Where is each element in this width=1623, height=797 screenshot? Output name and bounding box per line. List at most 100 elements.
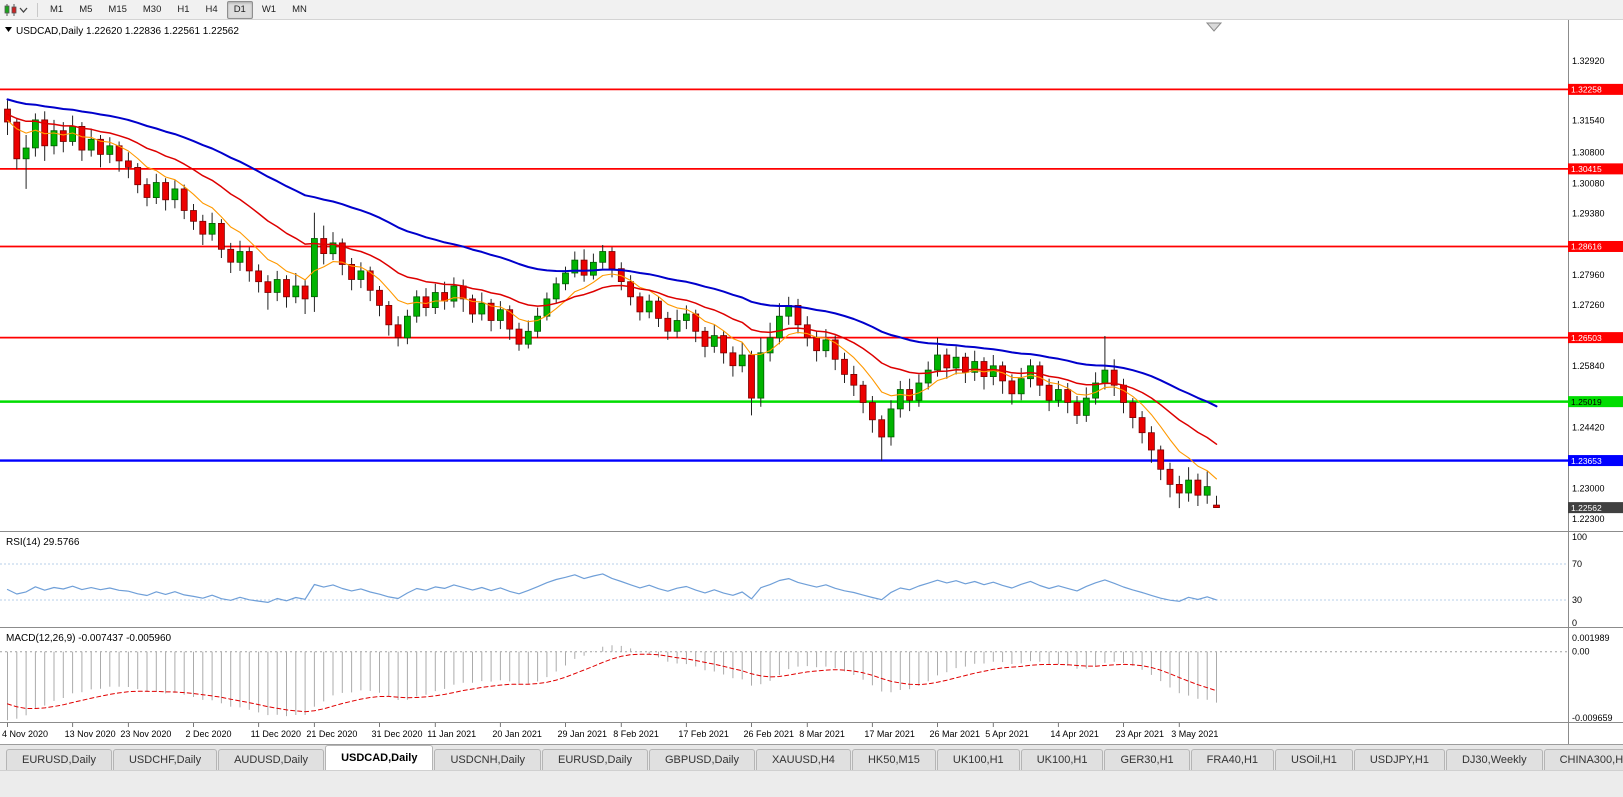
timeframe-button-m30[interactable]: M30 — [142, 3, 162, 15]
chart-tab-usoil-h1[interactable]: USOil,H1 — [1275, 749, 1353, 770]
macd-axis-label: -0.009659 — [1572, 713, 1613, 723]
candle-body — [1082, 397, 1090, 416]
candle-body — [459, 285, 467, 300]
candle-body — [766, 337, 774, 354]
candle-body — [125, 160, 132, 168]
candle-body — [357, 270, 365, 280]
chart-tab-usdchf-daily[interactable]: USDCHF,Daily — [112, 749, 218, 770]
chart-canvas[interactable]: 100 70 30 0 0.001989 0.00 -0.009659 1.32920 1.31… — [0, 20, 1623, 744]
price-axis-label: 1.23000 — [1572, 484, 1605, 494]
date-label: 3 May 2021 — [1171, 729, 1218, 739]
candle-body — [673, 320, 681, 332]
price-tag-box — [1568, 455, 1623, 467]
candle-body — [645, 300, 653, 313]
candle-body — [208, 222, 216, 235]
price-axis-label: 1.30800 — [1572, 147, 1605, 157]
candle-body — [264, 281, 272, 293]
chart-tab-xauusd-h4[interactable]: XAUUSD,H4 — [755, 749, 851, 770]
candle-body — [738, 354, 746, 367]
chart-tab-usdjpy-h1[interactable]: USDJPY,H1 — [1353, 749, 1445, 770]
candle-body — [580, 259, 588, 276]
chart-background[interactable] — [0, 20, 1623, 744]
price-tag: 1.23653 — [1568, 455, 1623, 467]
timeframe-toolbar: M1 M5 M15 M30 H1 H4 D1 W1 MN — [0, 0, 1623, 20]
rsi-axis-label: 70 — [1572, 559, 1582, 569]
timeframe-button-w1[interactable]: W1 — [261, 3, 277, 15]
chart-tab-dj30-weekly[interactable]: DJ30,Weekly — [1445, 749, 1543, 770]
date-label: 14 Apr 2021 — [1050, 729, 1099, 739]
timeframe-button-m1[interactable]: M1 — [50, 3, 64, 15]
candle-body — [1120, 384, 1127, 403]
chart-tab-china300-h1[interactable]: CHINA300,H1 — [1543, 749, 1623, 770]
timeframe-button-h4[interactable]: H4 — [205, 3, 218, 15]
candle-body — [692, 313, 700, 332]
candle-body — [273, 279, 281, 293]
candle-body — [803, 324, 811, 339]
candle-body — [636, 296, 644, 313]
candle-body — [776, 315, 783, 339]
candle-body — [1213, 504, 1220, 509]
rsi-axis-label: 0 — [1572, 618, 1577, 628]
candle-body — [469, 298, 476, 315]
price-axis-label: 1.22300 — [1572, 514, 1605, 524]
timeframe-button-mn[interactable]: MN — [292, 3, 307, 15]
symbol-collapse-arrow-icon[interactable] — [5, 27, 12, 32]
price-tag-text: 1.32258 — [1571, 85, 1602, 95]
chart-tab-usdcnh-daily[interactable]: USDCNH,Daily — [434, 749, 542, 770]
chart-tab-gbpusd-daily[interactable]: GBPUSD,Daily — [649, 749, 755, 770]
candle-body — [1036, 365, 1044, 386]
chart-tab-eurusd-daily[interactable]: EURUSD,Daily — [6, 749, 112, 770]
candle-body — [487, 302, 495, 321]
price-axis[interactable]: 100 70 30 0 0.001989 0.00 -0.009659 1.32920 1.31… — [1568, 56, 1623, 723]
symbol-ohlc-label: USDCAD,Daily 1.22620 1.22836 1.22561 1.2… — [16, 26, 239, 37]
macd-axis-label: 0.001989 — [1572, 633, 1610, 643]
timeframe-button-group: M1 M5 M15 M30 H1 H4 D1 W1 MN — [42, 0, 315, 19]
candle-body — [590, 261, 597, 276]
candle-body — [190, 210, 197, 222]
candle-body — [1055, 389, 1062, 401]
candle-body — [664, 317, 672, 332]
price-tag-box — [1568, 396, 1623, 408]
chart-tab-fra40-h1[interactable]: FRA40,H1 — [1190, 749, 1275, 770]
toolbar-separator — [37, 2, 38, 17]
candle-body — [1110, 369, 1118, 386]
date-label: 8 Feb 2021 — [613, 729, 659, 739]
candle-body — [757, 352, 765, 399]
candle-body — [329, 242, 337, 255]
candle-body — [106, 145, 114, 155]
rsi-pane — [0, 563, 1568, 604]
date-label: 17 Mar 2021 — [864, 729, 915, 739]
date-label: 4 Nov 2020 — [2, 729, 48, 739]
support-resistance-lines[interactable] — [0, 88, 1568, 462]
ma-medium-line — [6, 113, 1218, 445]
chart-tab-hk50-m15[interactable]: HK50,M15 — [851, 749, 936, 770]
chart-tab-uk100-h1[interactable]: UK100,H1 — [936, 749, 1020, 770]
chart-type-icon[interactable] — [3, 3, 29, 17]
time-axis[interactable]: 4 Nov 2020 13 Nov 2020 23 Nov 2020 2 Dec 20… — [2, 723, 1218, 739]
chart-tab-eurusd-daily[interactable]: EURUSD,Daily — [542, 749, 648, 770]
candle-body — [1073, 402, 1081, 416]
candle-body — [1045, 384, 1053, 401]
candle-body — [552, 283, 560, 300]
chart-shift-marker[interactable] — [1205, 22, 1223, 32]
timeframe-button-h1[interactable]: H1 — [177, 3, 190, 15]
date-label: 13 Nov 2020 — [65, 729, 116, 739]
status-bar-area — [0, 770, 1623, 797]
rsi-line — [6, 573, 1218, 604]
timeframe-button-m15[interactable]: M15 — [108, 3, 127, 15]
timeframe-button-m5[interactable]: M5 — [79, 3, 93, 15]
timeframe-button-d1[interactable]: D1 — [226, 0, 253, 19]
candle-body — [227, 248, 235, 263]
rsi-axis-label: 30 — [1572, 595, 1582, 605]
chart-tab-audusd-daily[interactable]: AUDUSD,Daily — [218, 749, 325, 770]
price-axis-label: 1.27260 — [1572, 300, 1605, 310]
chart-tab-usdcad-daily[interactable]: USDCAD,Daily — [325, 745, 434, 770]
candle-body — [385, 304, 393, 326]
candle-body — [627, 281, 634, 298]
date-label: 17 Feb 2021 — [678, 729, 729, 739]
chart-tab-uk100-h1[interactable]: UK100,H1 — [1020, 749, 1104, 770]
price-tag: 1.28616 — [1568, 240, 1623, 252]
candle-body — [1148, 432, 1155, 451]
chart-tab-ger30-h1[interactable]: GER30,H1 — [1104, 749, 1190, 770]
candle-body — [366, 270, 374, 291]
